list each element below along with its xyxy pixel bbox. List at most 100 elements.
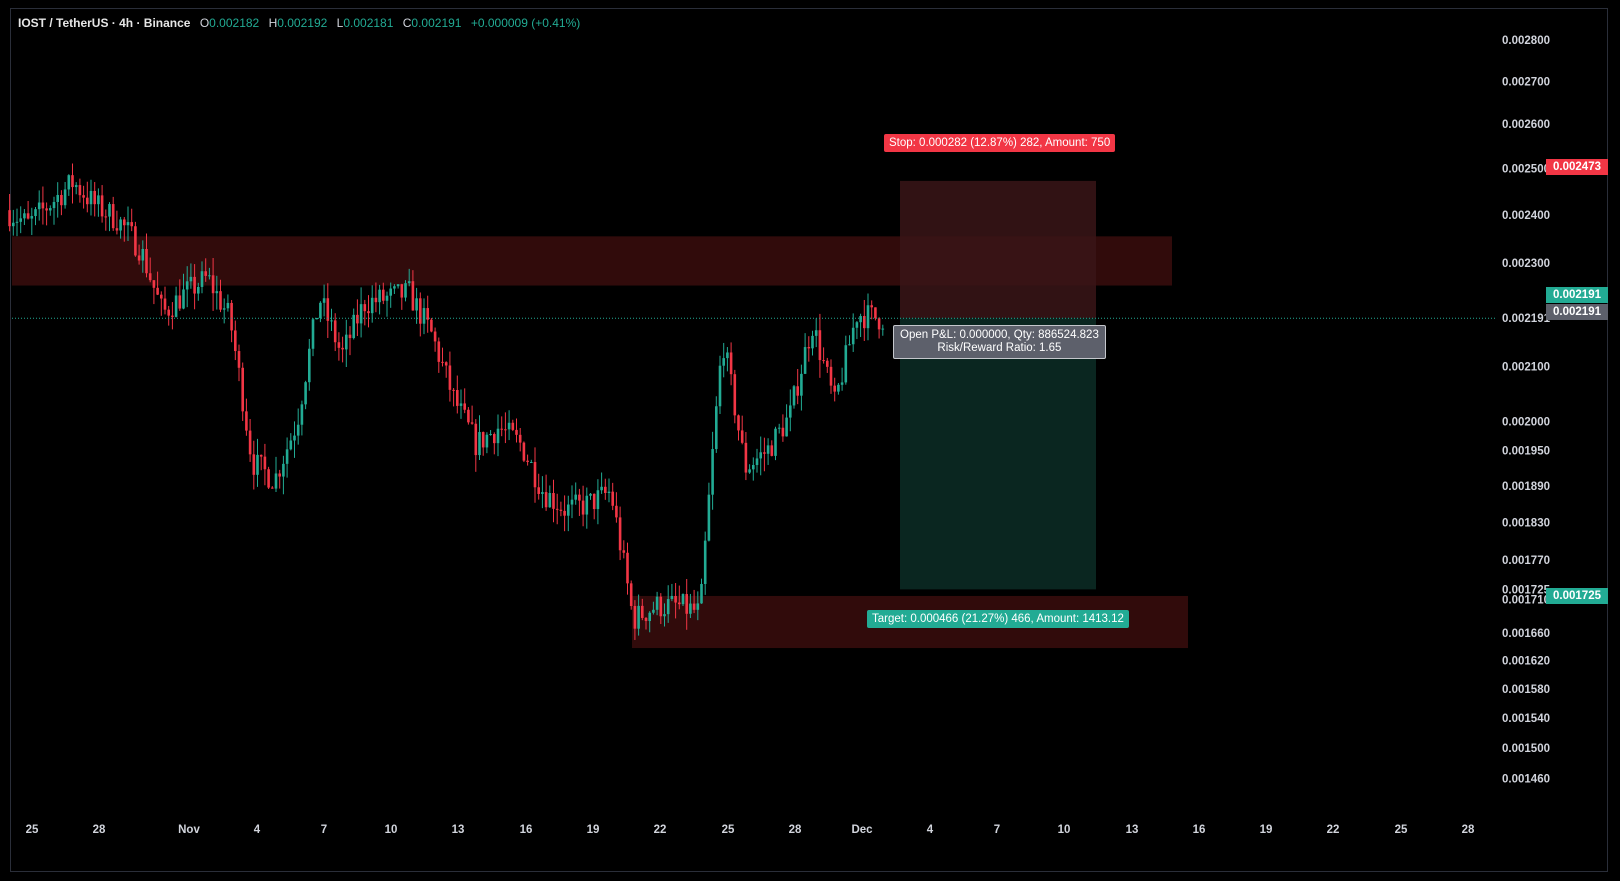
- candle-body: [689, 603, 692, 614]
- stop-label[interactable]: Stop: 0.000282 (12.87%) 282, Amount: 750: [884, 134, 1116, 152]
- candle-body: [34, 209, 37, 217]
- candle-body: [637, 605, 640, 629]
- candle-body: [559, 509, 563, 511]
- candle-body: [481, 432, 485, 448]
- candle-body: [171, 315, 174, 317]
- candle-body: [578, 494, 581, 501]
- candle-body: [859, 316, 862, 323]
- candle-body: [537, 487, 540, 494]
- time-tick-label: 25: [26, 824, 39, 836]
- candle-body: [97, 195, 100, 205]
- candle-body: [363, 304, 367, 312]
- candle-body: [330, 320, 333, 322]
- candle-body: [407, 281, 411, 284]
- candle-body: [111, 204, 115, 229]
- candle-body: [448, 365, 452, 390]
- candle-body: [86, 197, 89, 205]
- candle-body: [530, 462, 533, 464]
- target-label[interactable]: Target: 0.000466 (21.27%) 466, Amount: 1…: [867, 610, 1129, 628]
- candle-body: [119, 219, 122, 231]
- candle-body: [744, 442, 748, 473]
- candle-body: [108, 204, 111, 217]
- stop-loss-zone[interactable]: [900, 180, 1096, 319]
- low-value: 0.002181: [343, 16, 394, 30]
- candle-body: [800, 373, 803, 396]
- candle-body: [626, 552, 629, 584]
- time-tick-label: 16: [1193, 824, 1206, 836]
- candle-body: [518, 434, 522, 443]
- candle-body: [341, 347, 344, 350]
- candle-body: [766, 445, 770, 454]
- open-pnl-text: Open P&L: 0.000000, Qty: 886524.823: [900, 329, 1099, 341]
- candle-body: [722, 358, 725, 366]
- price-tick-label: 0.001660: [1502, 628, 1550, 640]
- candle-body: [237, 351, 241, 368]
- price-tick-label: 0.002300: [1502, 258, 1550, 270]
- close-label: C: [402, 16, 412, 30]
- candle-body: [156, 287, 159, 295]
- time-axis: 25 28 Nov 4 7 10 13 16 19 22 25 28 Dec 4 7 10 13 16 19 22 25…: [26, 824, 1475, 836]
- candle-body: [282, 463, 285, 477]
- price-tick-label: 0.001620: [1502, 656, 1550, 668]
- candle-body: [866, 305, 870, 329]
- open-pnl-box[interactable]: Open P&L: 0.000000, Qty: 886524.823 Risk…: [893, 325, 1106, 359]
- candle-body: [259, 454, 263, 457]
- candle-body: [685, 594, 688, 614]
- candle-body: [400, 284, 404, 298]
- time-tick-label: 7: [994, 824, 1000, 836]
- candle-body: [829, 366, 833, 386]
- candle-body: [740, 430, 744, 443]
- candle-body: [393, 286, 396, 289]
- candle-body: [174, 295, 178, 317]
- candle-body: [308, 348, 311, 383]
- candle-body: [382, 289, 385, 301]
- candle-body: [703, 540, 707, 584]
- candle-body: [644, 617, 648, 622]
- candle-body: [289, 440, 293, 450]
- candle-body: [522, 442, 526, 461]
- price-tick-label: 0.001890: [1502, 481, 1550, 493]
- candle-body: [304, 382, 307, 405]
- candle-body: [126, 222, 130, 226]
- candle-body: [877, 318, 881, 330]
- candle-body: [848, 344, 851, 346]
- candle-body: [60, 195, 63, 206]
- candle-body: [230, 302, 233, 331]
- candle-body: [419, 298, 422, 324]
- time-tick-label: 16: [520, 824, 533, 836]
- candle-body: [715, 406, 718, 450]
- candle-body: [563, 510, 566, 516]
- candle-body: [792, 386, 796, 406]
- candle-body: [444, 362, 448, 366]
- candle-body: [611, 491, 614, 506]
- time-tick-label: 28: [93, 824, 106, 836]
- candle-body: [115, 228, 119, 231]
- candle-body: [659, 596, 663, 617]
- candle-body: [515, 429, 518, 435]
- candle-body: [552, 493, 555, 509]
- candle-body: [71, 175, 74, 188]
- candle-body: [30, 216, 34, 219]
- candle-body: [15, 221, 19, 223]
- price-tick-label: 0.002100: [1502, 361, 1550, 373]
- candle-body: [422, 308, 426, 324]
- candle-body: [707, 494, 711, 541]
- candle-body: [600, 486, 603, 491]
- candle-body: [208, 275, 211, 277]
- close-value: 0.002191: [411, 16, 462, 30]
- candle-body: [641, 605, 644, 618]
- candle-body: [807, 347, 811, 349]
- candle-body: [574, 494, 577, 500]
- candle-body: [822, 360, 825, 362]
- candle-body: [774, 428, 777, 456]
- candle-body: [770, 445, 774, 456]
- candle-body: [604, 486, 607, 494]
- candle-body: [152, 280, 156, 288]
- stop-price-badge: 0.002473: [1546, 159, 1608, 175]
- target-price-badge: 0.001725: [1546, 588, 1608, 604]
- candle-body: [322, 298, 326, 303]
- take-profit-zone[interactable]: [900, 318, 1096, 590]
- candle-body: [826, 360, 829, 367]
- candle-body: [863, 316, 866, 329]
